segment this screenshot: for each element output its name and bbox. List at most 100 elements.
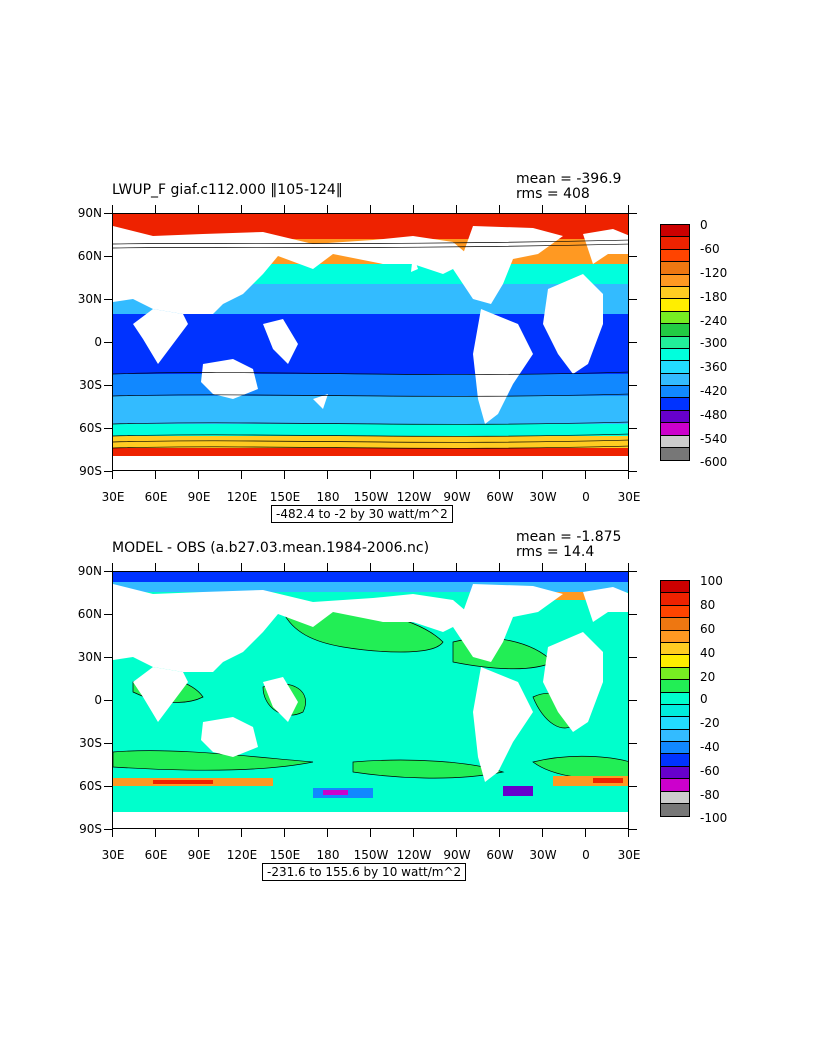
lat-tick xyxy=(629,213,637,214)
lon-label: 30E xyxy=(101,490,125,504)
difference-map xyxy=(113,572,628,828)
lat-label: 0 xyxy=(94,335,102,349)
lon-tick xyxy=(241,471,242,479)
colorbar-swatch xyxy=(661,448,689,461)
field-map xyxy=(113,214,628,470)
lon-tick xyxy=(198,829,199,837)
colorbar-label: -40 xyxy=(700,740,720,754)
colorbar-label: 0 xyxy=(700,218,708,232)
colorbar-label: -60 xyxy=(700,242,720,256)
lat-tick xyxy=(629,829,637,830)
lon-tick xyxy=(370,829,371,837)
lon-label: 60E xyxy=(144,848,168,862)
mean-value: mean = -1.875 xyxy=(516,529,622,545)
lon-label: 60W xyxy=(486,848,514,862)
lon-label: 180 xyxy=(316,490,340,504)
colorbar-label: 80 xyxy=(700,598,716,612)
lat-tick xyxy=(629,786,637,787)
lon-label: 90W xyxy=(443,490,471,504)
lon-label: 90E xyxy=(187,848,211,862)
colorbar-swatch xyxy=(661,410,689,424)
colorbar-swatch xyxy=(661,286,689,300)
lat-label: 30S xyxy=(79,736,102,750)
lon-tick xyxy=(542,205,543,213)
lon-tick xyxy=(155,829,156,837)
lon-tick xyxy=(284,563,285,571)
lat-tick xyxy=(104,700,112,701)
lon-tick xyxy=(628,205,629,213)
colorbar-swatch xyxy=(661,779,689,792)
lat-tick xyxy=(104,385,112,386)
lat-tick xyxy=(104,256,112,257)
lon-tick xyxy=(241,563,242,571)
lon-tick xyxy=(284,471,285,479)
lon-tick xyxy=(456,829,457,837)
lon-tick xyxy=(327,829,328,837)
lat-tick xyxy=(104,571,112,572)
lon-tick xyxy=(198,205,199,213)
lon-tick xyxy=(499,829,500,837)
contour-range-label: -231.6 to 155.6 by 10 watt/m^2 xyxy=(262,863,467,881)
lat-tick xyxy=(104,614,112,615)
lon-tick xyxy=(585,829,586,837)
colorbar-label: -80 xyxy=(700,788,720,802)
lat-label: 90S xyxy=(79,464,102,478)
lat-tick xyxy=(629,342,637,343)
colorbar-swatch xyxy=(661,435,689,449)
lon-tick xyxy=(499,471,500,479)
lat-tick xyxy=(104,428,112,429)
colorbar-label: -180 xyxy=(700,290,728,304)
colorbar-label: -480 xyxy=(700,408,728,422)
lon-tick xyxy=(585,205,586,213)
map-panel-model-obs: MODEL - OBS (a.b27.03.mean.1984-2006.nc)… xyxy=(0,0,818,881)
colorbar-swatch xyxy=(661,373,689,387)
colorbar-label: 0 xyxy=(700,692,708,706)
lon-tick xyxy=(327,205,328,213)
lon-label: 60E xyxy=(144,490,168,504)
colorbar-swatch xyxy=(661,692,689,705)
colorbar-swatch xyxy=(661,386,689,399)
colorbar-label: -360 xyxy=(700,360,728,374)
colorbar-swatch xyxy=(661,299,689,312)
colorbar-label: 100 xyxy=(700,574,723,588)
lat-tick xyxy=(104,743,112,744)
lon-tick xyxy=(241,829,242,837)
colorbar-swatch xyxy=(661,655,689,668)
stats-block: mean = -396.9 rms = 408 xyxy=(516,172,621,202)
colorbar-label: -60 xyxy=(700,764,720,778)
lat-label: 60N xyxy=(77,607,102,621)
lon-tick xyxy=(413,471,414,479)
colorbar-swatch xyxy=(661,742,689,755)
lat-label: 30N xyxy=(77,292,102,306)
lat-tick xyxy=(104,657,112,658)
lon-tick xyxy=(628,471,629,479)
colorbar-swatch xyxy=(661,274,689,287)
colorbar-swatch xyxy=(661,336,689,349)
lon-label: 0 xyxy=(582,848,590,862)
panel-title: MODEL - OBS (a.b27.03.mean.1984-2006.nc) xyxy=(112,540,430,556)
colorbar-swatch xyxy=(661,262,689,275)
lon-tick xyxy=(413,829,414,837)
colorbar-swatch xyxy=(661,361,689,374)
lat-label: 30N xyxy=(77,650,102,664)
mean-value: mean = -396.9 xyxy=(516,171,622,187)
lon-label: 30W xyxy=(529,490,557,504)
colorbar-swatch xyxy=(661,237,689,250)
lon-label: 60W xyxy=(486,490,514,504)
lon-label: 90W xyxy=(443,848,471,862)
lon-label: 120W xyxy=(396,848,432,862)
lat-tick xyxy=(629,256,637,257)
lat-tick xyxy=(629,471,637,472)
lon-tick xyxy=(155,471,156,479)
lat-label: 90N xyxy=(77,206,102,220)
lon-tick xyxy=(456,205,457,213)
map-panel-lwup: LWUP_F giaf.c112.000 ‖105-124‖ mean = -3… xyxy=(0,0,818,523)
lon-label: 30W xyxy=(529,848,557,862)
lon-label: 150W xyxy=(353,848,389,862)
lon-tick xyxy=(542,829,543,837)
colorbar-swatch xyxy=(661,754,689,767)
colorbar-swatch xyxy=(661,680,689,693)
colorbar-swatch xyxy=(661,804,689,817)
colorbar-label: -420 xyxy=(700,384,728,398)
lon-label: 180 xyxy=(316,848,340,862)
